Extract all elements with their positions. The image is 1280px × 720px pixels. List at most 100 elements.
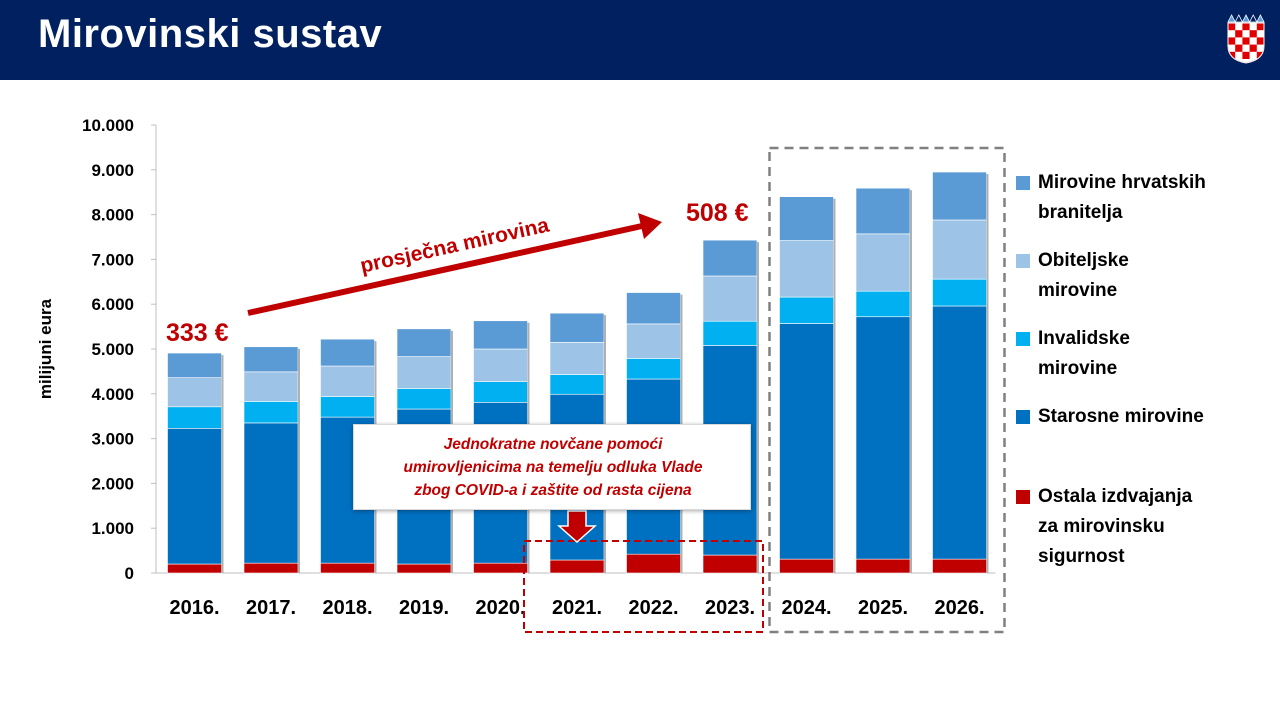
x-tick-label: 2021. xyxy=(552,597,602,619)
bar-segment xyxy=(855,233,911,292)
legend-label: Starosne mirovine xyxy=(1038,406,1204,427)
shield-check xyxy=(1228,51,1236,59)
y-tick-label: 8.000 xyxy=(91,206,134,225)
bar-segment xyxy=(702,320,758,346)
bar-segment xyxy=(779,296,834,324)
crown-part xyxy=(1234,14,1244,23)
average-pension-end-value: 508 € xyxy=(686,199,749,227)
bar-segment xyxy=(702,275,758,322)
average-pension-trend-arrow xyxy=(247,223,643,316)
shield-check xyxy=(1235,30,1243,38)
legend-label: Ostala izdvajanja za mirovinsku sigurnos… xyxy=(1038,486,1193,567)
crown-part xyxy=(1248,14,1258,23)
bar-segment xyxy=(855,316,911,560)
bar-segment xyxy=(932,171,987,221)
bar-segment xyxy=(779,196,834,241)
bar-segment xyxy=(626,358,681,380)
bar-segment xyxy=(243,346,299,373)
bar-segment xyxy=(243,401,299,424)
bar-segment xyxy=(320,396,375,418)
bar-segment xyxy=(932,558,987,574)
bar-segment xyxy=(702,554,758,574)
bar-segment xyxy=(243,422,299,564)
legend-label: Obiteljske mirovine xyxy=(1038,250,1129,301)
x-tick-label: 2024. xyxy=(781,597,831,619)
bar-shadow xyxy=(298,348,300,573)
bar-segment xyxy=(167,377,222,408)
y-tick-label: 0 xyxy=(125,564,134,583)
y-tick-label: 5.000 xyxy=(91,340,134,359)
bar-segment xyxy=(932,278,987,307)
average-pension-start-value: 333 € xyxy=(166,319,229,347)
y-tick-label: 6.000 xyxy=(91,295,134,314)
x-tick-label: 2020. xyxy=(475,597,525,619)
bar-segment xyxy=(396,388,452,410)
shield-check xyxy=(1242,23,1250,31)
crown-part xyxy=(1227,14,1236,23)
x-tick-label: 2023. xyxy=(705,597,755,619)
bar-segment xyxy=(779,323,834,560)
y-tick-label: 9.000 xyxy=(91,161,134,180)
legend-swatch xyxy=(1016,490,1030,504)
x-tick-label: 2025. xyxy=(858,597,908,619)
bar-shadow xyxy=(910,190,912,573)
y-tick-label: 1.000 xyxy=(91,519,134,538)
shield-check xyxy=(1242,51,1250,59)
y-tick-label: 10.000 xyxy=(82,116,134,135)
crown-part xyxy=(1256,14,1265,23)
shield-check xyxy=(1249,44,1257,52)
bar-segment xyxy=(702,239,758,277)
shield-check xyxy=(1242,37,1250,45)
shield-check xyxy=(1249,30,1257,38)
covid-aid-callout: Jednokratne novčane pomoći umirovljenici… xyxy=(353,424,751,510)
bar-segment xyxy=(855,290,911,318)
x-tick-label: 2026. xyxy=(934,597,984,619)
bar-segment xyxy=(626,292,681,325)
shield-check xyxy=(1228,37,1236,45)
x-tick-label: 2017. xyxy=(246,597,296,619)
bar-segment xyxy=(320,365,375,397)
bar-segment xyxy=(932,219,987,280)
legend-swatch xyxy=(1016,176,1030,190)
crown-part xyxy=(1241,14,1251,23)
shield-mask xyxy=(1226,46,1266,64)
legend-swatch xyxy=(1016,332,1030,346)
bar-segment xyxy=(626,323,681,359)
covid-aid-callout-text: Jednokratne novčane pomoći umirovljenici… xyxy=(403,436,703,499)
shield-check xyxy=(1235,44,1243,52)
shield-check xyxy=(1256,51,1264,59)
bar-segment xyxy=(167,427,222,565)
bar-segment xyxy=(855,558,911,574)
bar-segment xyxy=(320,562,375,574)
bar-segment xyxy=(779,558,834,574)
bar-segment xyxy=(396,563,452,574)
bar-segment xyxy=(779,240,834,298)
bar-segment xyxy=(167,563,222,574)
croatian-coat-of-arms-icon xyxy=(1226,14,1266,64)
bar-segment xyxy=(473,381,528,403)
bar-segment xyxy=(549,341,605,375)
y-tick-label: 3.000 xyxy=(91,430,134,449)
shield-check xyxy=(1256,23,1264,31)
legend-label: Invalidske mirovine xyxy=(1038,328,1130,379)
bar-segment xyxy=(932,305,987,560)
page-title: Mirovinski sustav xyxy=(38,12,383,56)
bar-segment xyxy=(320,338,375,367)
bar-segment xyxy=(549,559,605,574)
x-tick-label: 2018. xyxy=(322,597,372,619)
shield-check xyxy=(1228,23,1236,31)
y-axis-title: milijuni eura xyxy=(36,298,55,399)
x-tick-label: 2019. xyxy=(399,597,449,619)
bar-shadow xyxy=(221,355,224,573)
y-tick-label: 7.000 xyxy=(91,250,134,269)
bar-shadow xyxy=(833,198,836,573)
y-tick-label: 2.000 xyxy=(91,474,134,493)
shield-border xyxy=(1227,22,1265,64)
bar-shadow xyxy=(986,174,989,574)
shield-check xyxy=(1256,37,1264,45)
callout-down-arrow xyxy=(557,510,597,544)
x-tick-label: 2022. xyxy=(628,597,678,619)
bar-shadow xyxy=(757,242,759,574)
legend-label: Mirovine hrvatskih branitelja xyxy=(1038,172,1206,223)
x-tick-label: 2016. xyxy=(169,597,219,619)
